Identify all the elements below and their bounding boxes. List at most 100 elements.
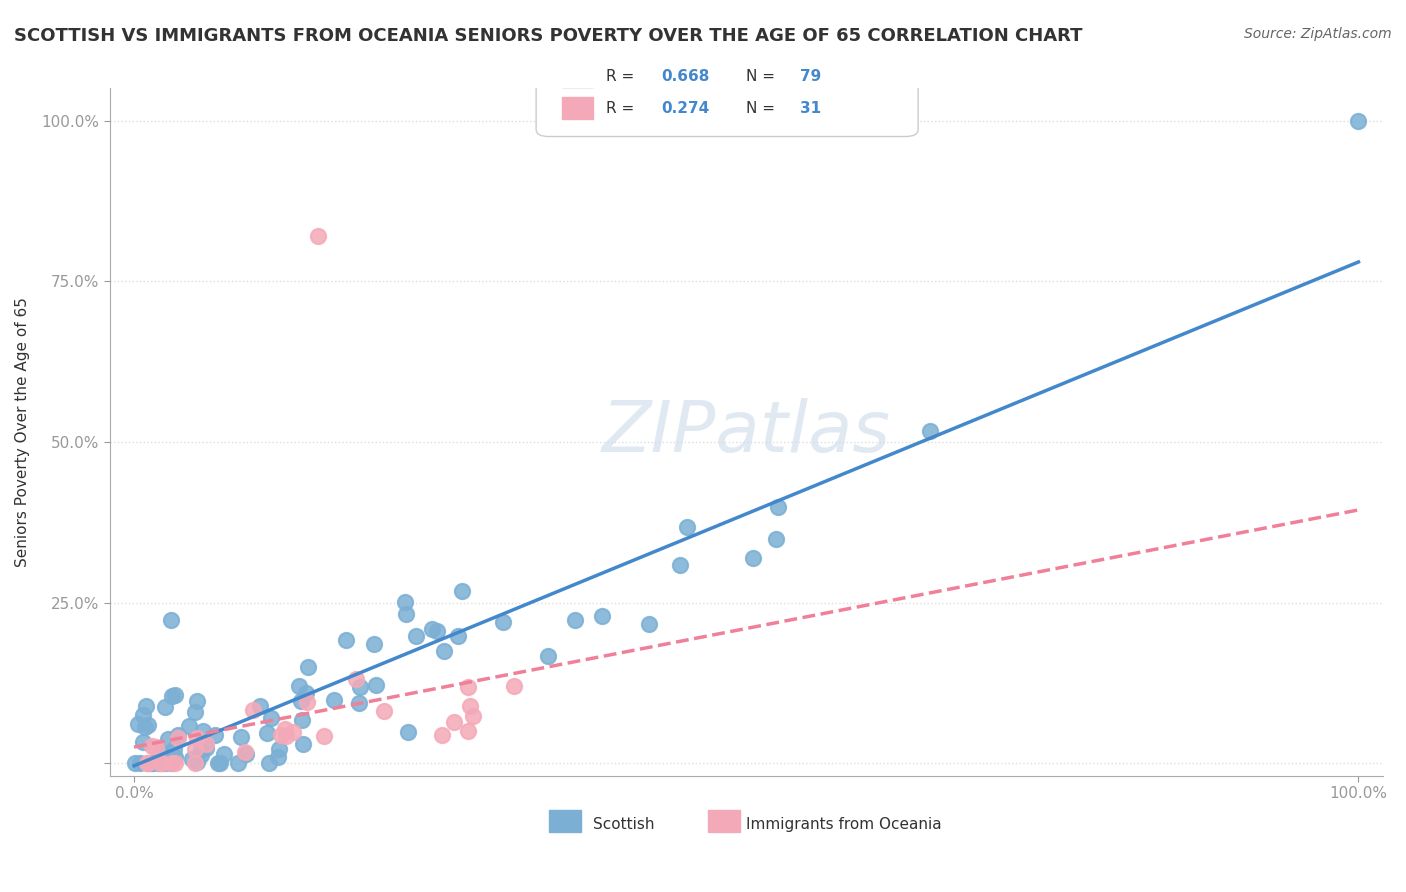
Immigrants from Oceania (295, 695, 318, 709)
FancyBboxPatch shape (709, 811, 740, 832)
Scottish (295, 686, 318, 700)
Scottish (146, 756, 169, 771)
Scottish (160, 689, 183, 703)
Scottish (492, 615, 515, 630)
Scottish (249, 698, 271, 713)
Scottish (207, 756, 229, 771)
Scottish (163, 742, 186, 756)
Scottish (291, 737, 314, 751)
Text: 31: 31 (800, 101, 821, 116)
Text: 0.274: 0.274 (661, 101, 709, 116)
Immigrants from Oceania (344, 672, 367, 686)
Scottish (364, 678, 387, 692)
Text: Immigrants from Oceania: Immigrants from Oceania (747, 817, 942, 831)
Scottish (153, 756, 176, 771)
Immigrants from Oceania (166, 731, 188, 746)
Immigrants from Oceania (145, 740, 167, 755)
Immigrants from Oceania (242, 702, 264, 716)
Immigrants from Oceania (443, 715, 465, 730)
Scottish (150, 756, 173, 771)
Scottish (157, 732, 180, 747)
Immigrants from Oceania (458, 698, 481, 713)
Immigrants from Oceania (461, 709, 484, 723)
Scottish (349, 696, 371, 710)
Y-axis label: Seniors Poverty Over the Age of 65: Seniors Poverty Over the Age of 65 (15, 297, 30, 567)
Scottish (226, 756, 249, 771)
Scottish (1347, 113, 1369, 128)
Scottish (131, 735, 153, 749)
Scottish (420, 622, 443, 636)
Scottish (349, 680, 371, 694)
Scottish (183, 706, 205, 720)
FancyBboxPatch shape (536, 54, 918, 136)
Scottish (564, 613, 586, 627)
Text: N =: N = (747, 69, 780, 84)
Immigrants from Oceania (307, 229, 329, 244)
Scottish (166, 728, 188, 742)
Scottish (190, 748, 212, 763)
Scottish (136, 717, 159, 731)
Scottish (142, 756, 165, 771)
Scottish (235, 747, 257, 762)
Text: N =: N = (747, 101, 780, 116)
Immigrants from Oceania (186, 731, 208, 746)
Scottish (209, 756, 232, 771)
Scottish (204, 728, 226, 742)
Scottish (537, 649, 560, 664)
Immigrants from Oceania (457, 680, 479, 694)
Immigrants from Oceania (149, 756, 172, 771)
Scottish (322, 692, 344, 706)
Scottish (447, 630, 470, 644)
Scottish (433, 644, 456, 658)
Scottish (766, 500, 789, 514)
Immigrants from Oceania (184, 742, 207, 756)
Text: 0.668: 0.668 (661, 69, 709, 84)
Scottish (742, 551, 765, 566)
Scottish (918, 424, 941, 438)
Scottish (191, 723, 214, 738)
Immigrants from Oceania (276, 729, 298, 743)
Scottish (591, 608, 613, 623)
Scottish (190, 742, 212, 756)
Text: R =: R = (606, 101, 640, 116)
Scottish (186, 755, 208, 769)
Scottish (134, 720, 156, 734)
Scottish (229, 730, 252, 744)
FancyBboxPatch shape (548, 811, 581, 832)
Text: 79: 79 (800, 69, 821, 84)
Immigrants from Oceania (281, 725, 304, 739)
Scottish (127, 717, 149, 731)
Scottish (139, 756, 162, 771)
Scottish (451, 583, 474, 598)
Text: ZIPatlas: ZIPatlas (602, 398, 891, 467)
Scottish (290, 693, 312, 707)
Scottish (181, 752, 204, 766)
Scottish (136, 756, 159, 771)
Scottish (124, 756, 146, 771)
Immigrants from Oceania (136, 756, 159, 771)
Scottish (638, 616, 661, 631)
Immigrants from Oceania (138, 756, 160, 771)
Immigrants from Oceania (314, 729, 336, 743)
Immigrants from Oceania (274, 723, 297, 737)
Immigrants from Oceania (160, 756, 183, 771)
Scottish (177, 719, 200, 733)
Scottish (195, 740, 218, 755)
Text: R =: R = (606, 69, 640, 84)
Scottish (765, 532, 787, 546)
Scottish (129, 756, 152, 771)
Immigrants from Oceania (184, 756, 207, 771)
Immigrants from Oceania (503, 679, 526, 693)
Immigrants from Oceania (457, 723, 479, 738)
Scottish (426, 624, 449, 638)
Immigrants from Oceania (163, 756, 186, 771)
Scottish (153, 699, 176, 714)
Scottish (132, 708, 155, 723)
Immigrants from Oceania (141, 739, 163, 753)
Scottish (405, 628, 427, 642)
Immigrants from Oceania (150, 756, 173, 771)
Scottish (676, 520, 699, 534)
Scottish (288, 679, 311, 693)
Scottish (214, 747, 236, 761)
Scottish (363, 636, 385, 650)
